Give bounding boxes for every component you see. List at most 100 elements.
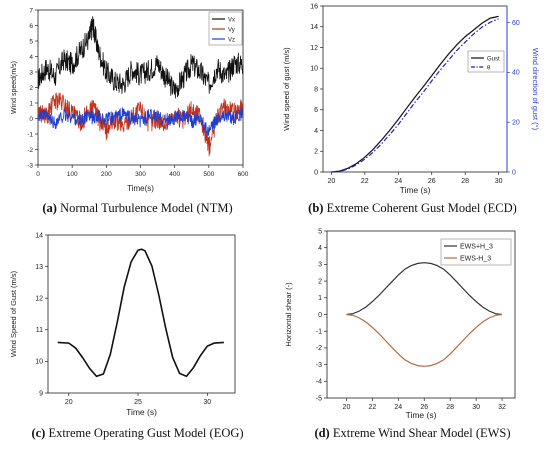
x-tick-label: 20 [65, 399, 73, 406]
x-tick-label: 30 [472, 404, 480, 411]
caption-ews: (d) Extreme Wind Shear Model (EWS) [275, 426, 550, 441]
y-tick-label: 12 [310, 45, 318, 52]
y-tick-label: 3 [29, 69, 33, 76]
y-tick-label: 11 [36, 327, 43, 334]
legend-label: Vy [228, 27, 235, 33]
caption-ecd: (b) Extreme Coherent Gust Model (ECD) [275, 201, 550, 216]
y-tick-label: 13 [35, 264, 43, 271]
legend-label: Vz [228, 37, 235, 43]
y2-tick-label: 20 [512, 120, 520, 127]
x-tick-label: 300 [135, 171, 146, 178]
y-tick-label: 5 [29, 38, 33, 45]
x-tick-label: 26 [420, 404, 428, 411]
series-line-1 [331, 15, 499, 173]
caption-ntm: (a) Normal Turbulence Model (NTM) [0, 201, 275, 216]
y-tick-label: 2 [314, 149, 318, 156]
y-tick-label: 6 [29, 23, 33, 30]
series-line-2 [331, 18, 499, 173]
x-tick-label: 400 [169, 171, 180, 178]
caption-letter: (b) [308, 201, 324, 215]
y-tick-label: 7 [29, 7, 33, 14]
y-tick-label: 2 [318, 278, 322, 285]
y-tick-label: 0 [318, 312, 322, 319]
series-line-1 [57, 248, 224, 378]
x-tick-label: 30 [203, 399, 211, 406]
caption-text: Extreme Operating Gust Model (EOG) [45, 426, 244, 440]
y-tick-label: -2 [27, 147, 33, 154]
y2-tick-label: 60 [512, 20, 520, 27]
x-tick-label: 25 [134, 399, 142, 406]
x-tick-label: 600 [238, 171, 249, 178]
y-tick-label: 4 [29, 54, 33, 61]
y-axis-label: Wind Speed of Gust (m/s) [9, 270, 18, 357]
y-tick-label: -3 [27, 162, 33, 169]
y-tick-label: 3 [318, 262, 322, 269]
x-tick-label: 200 [101, 171, 112, 178]
legend-label: θ [487, 65, 491, 71]
y-tick-label: 10 [35, 359, 43, 366]
y-tick-label: 2 [29, 85, 33, 92]
chart-eog: 20 25 30 9 10 11 12 13 14 Time (s) Wind Speed of G… [9, 232, 236, 417]
legend-label: Vx [228, 17, 235, 23]
y-tick-label: 12 [35, 296, 43, 303]
x-tick-label: 24 [394, 404, 402, 411]
x-tick-label: 20 [343, 404, 351, 411]
legend-label: EWS+H_3 [460, 243, 493, 250]
x-tick-label: 26 [428, 178, 436, 185]
x-tick-label: 28 [461, 178, 469, 185]
y-tick-label: 4 [314, 128, 318, 135]
y-tick-label: 9 [39, 390, 43, 397]
y-axis-label: Wind speed of gust (m/s) [282, 47, 291, 131]
y-tick-label: -1 [316, 329, 322, 336]
x-tick-label: 24 [394, 178, 402, 185]
y-tick-label: 0 [29, 116, 33, 123]
panel-ntm: 0 100 200 300 400 500 600 -3 -2 -1 0 1 2 3 4 5 6 7 Time(s)… [0, 0, 275, 225]
y-tick-label: 14 [310, 24, 318, 31]
y2-axis-label: Wind direction of gust (°) [531, 48, 540, 131]
x-axis-label: Time(s) [127, 184, 154, 193]
x-tick-label: 22 [368, 404, 376, 411]
chart-ews: 20 22 24 26 28 30 32 -5 -4 -3 -2 -1 0 1 2 3 4 5 Time (s) Ho… [284, 228, 516, 420]
chart-ntm: 0 100 200 300 400 500 600 -3 -2 -1 0 1 2 3 4 5 6 7 Time(s)… [11, 7, 249, 193]
x-axis-label: Time (s) [126, 407, 157, 417]
y-tick-label: -3 [316, 362, 322, 369]
x-tick-label: 22 [361, 178, 369, 185]
legend-label: Gust [487, 56, 500, 62]
series-line-2 [346, 313, 503, 367]
caption-text: Extreme Wind Shear Model (EWS) [329, 426, 511, 440]
y-tick-label: 0 [314, 169, 318, 176]
y-tick-label: 5 [318, 228, 322, 235]
plot-frame [47, 234, 236, 394]
caption-letter: (c) [31, 426, 46, 440]
y-tick-label: 16 [310, 3, 318, 10]
panel-ecd: 20 22 24 26 28 30 0 2 4 6 8 10 12 14 16 0 20 40 60 Time (s)… [275, 0, 550, 225]
caption-letter: (a) [42, 201, 57, 215]
series-line-1 [346, 262, 503, 316]
legend-box [440, 238, 512, 266]
y-tick-label: 4 [318, 245, 322, 252]
x-tick-label: 20 [327, 178, 335, 185]
panel-eog: 20 25 30 9 10 11 12 13 14 Time (s) Wind Speed of G… [0, 225, 275, 450]
y-tick-label: 1 [29, 100, 33, 107]
y-tick-label: -5 [316, 395, 322, 402]
legend-label: EWS-H_3 [460, 255, 491, 262]
x-axis-label: Time (s) [400, 185, 431, 195]
y-axis-label: Wind speed(m/s) [11, 61, 18, 114]
series-line-1 [37, 16, 244, 99]
series-line-3 [37, 107, 244, 137]
x-tick-label: 100 [67, 171, 78, 178]
x-tick-label: 30 [495, 178, 503, 185]
y-tick-label: 8 [314, 86, 318, 93]
panel-ews: 20 22 24 26 28 30 32 -5 -4 -3 -2 -1 0 1 2 3 4 5 Time (s) Ho… [275, 225, 550, 450]
caption-text: Extreme Coherent Gust Model (ECD) [323, 201, 517, 215]
x-tick-label: 28 [446, 404, 454, 411]
x-tick-label: 32 [498, 404, 506, 411]
y-tick-label: 14 [35, 232, 43, 239]
y2-tick-label: 0 [512, 169, 516, 176]
x-tick-label: 500 [203, 171, 214, 178]
x-tick-label: 0 [36, 171, 40, 178]
y-tick-label: -4 [316, 379, 322, 386]
y-tick-label: 1 [318, 295, 322, 302]
y-tick-label: -2 [316, 345, 322, 352]
